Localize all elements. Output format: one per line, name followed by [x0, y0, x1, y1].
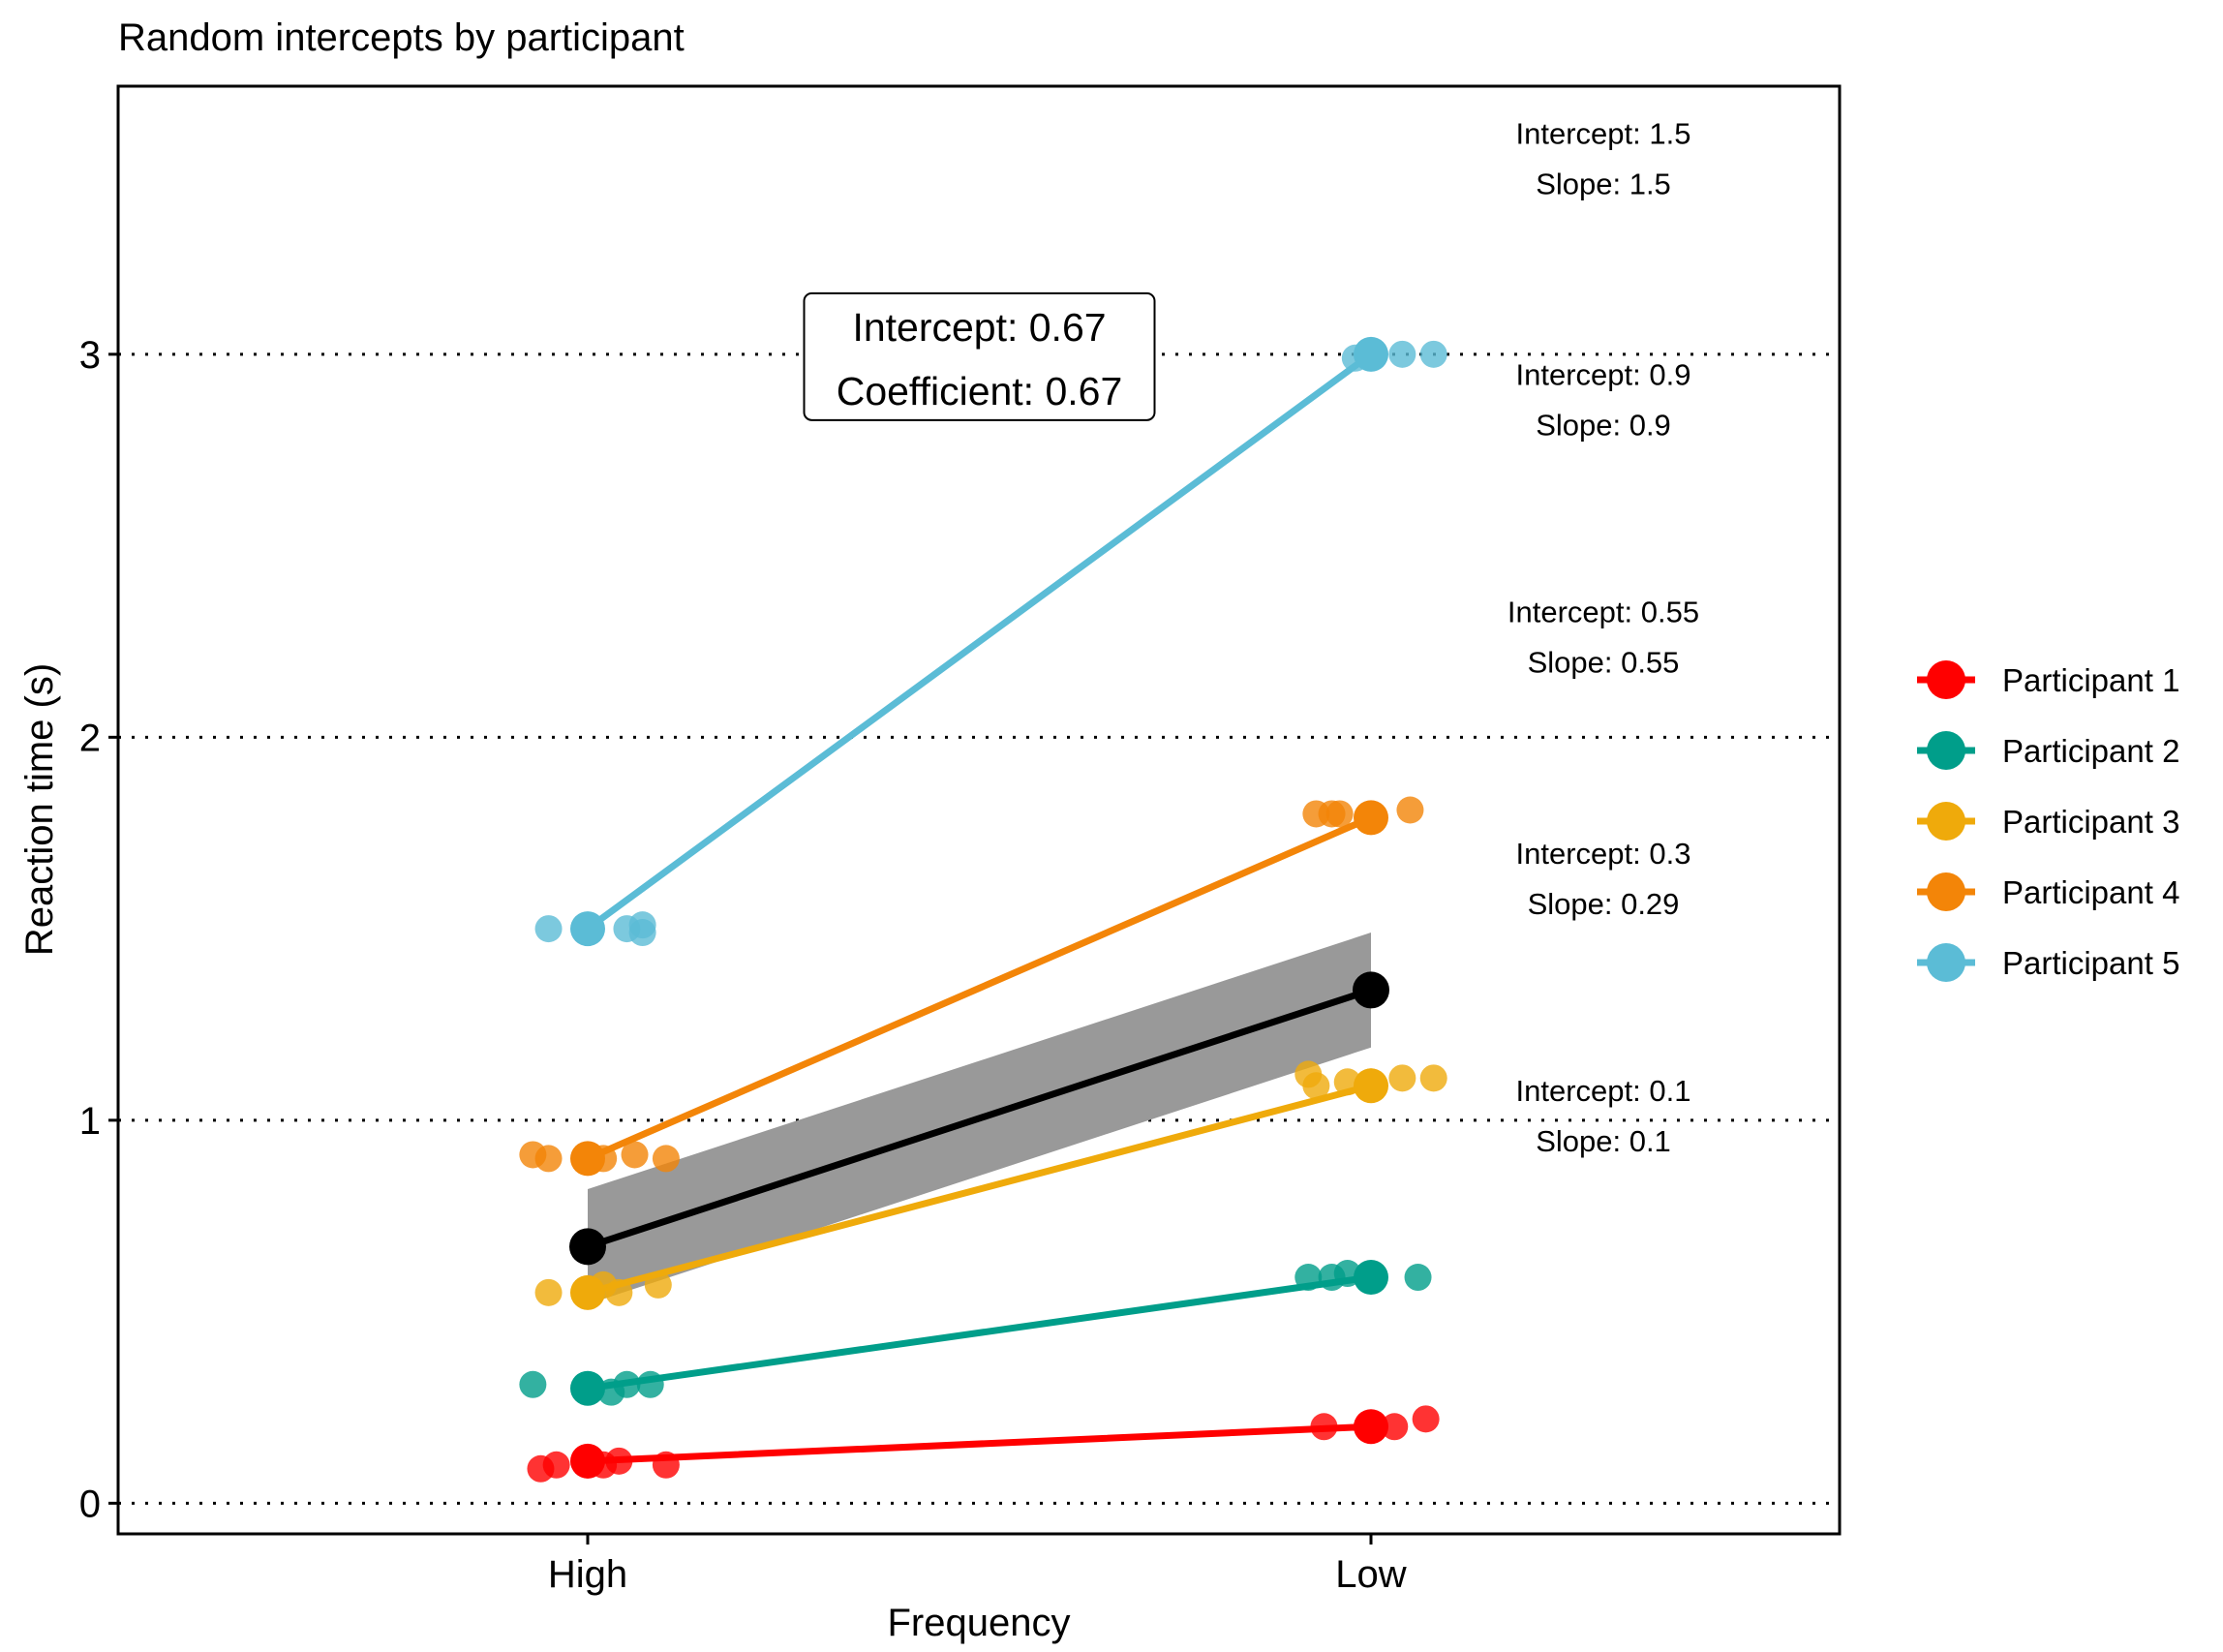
participant-1-line: [584, 1423, 1375, 1465]
participant-3-mean-low: [1354, 1068, 1388, 1104]
participant-2-point-4: [613, 1370, 641, 1398]
legend-item-1-label: Participant 1: [2002, 662, 2179, 698]
participant-3-point-4: [605, 1278, 633, 1306]
fixed-effect: [569, 971, 1389, 1266]
participant-1-point-5: [605, 1447, 633, 1475]
participant-3-mean-high: [570, 1274, 605, 1310]
legend-item-4-label: Participant 4: [2002, 874, 2179, 910]
participant-1-point-2: [542, 1451, 570, 1479]
participant-3-point-11: [1419, 1064, 1447, 1092]
participant-4-mean-high: [570, 1141, 605, 1177]
chart-title: Random intercepts by participant: [118, 16, 685, 59]
participant-2-point-5: [636, 1370, 664, 1398]
x-axis: High Low: [548, 1534, 1407, 1596]
fixed-effect-point-low: [1353, 971, 1389, 1009]
participant-5-mean-high: [570, 911, 605, 947]
participant-2-mean-high: [570, 1370, 605, 1406]
participant-2-mean-low: [1354, 1260, 1388, 1296]
legend-item-4-dot: [1927, 872, 1965, 911]
x-axis-title: Frequency: [888, 1602, 1071, 1644]
participant-1-point-6: [652, 1451, 680, 1479]
label-box-coefficient: Coefficient: 0.67: [837, 369, 1123, 413]
legend-item-2-dot: [1927, 731, 1965, 770]
participant-1-mean-low: [1354, 1409, 1388, 1445]
label-box-intercept: Intercept: 0.67: [852, 305, 1106, 350]
participant-5-point-8: [1388, 340, 1416, 368]
participant-4-mean-low: [1354, 800, 1388, 836]
annotation-2-slope: Slope: 0.9: [1536, 408, 1671, 442]
participant-5-point-1: [534, 915, 563, 943]
participant-1-point-10: [1412, 1405, 1440, 1433]
participant-2-point-10: [1404, 1264, 1432, 1292]
y-tick-label-2: 2: [79, 717, 101, 759]
y-tick-label-1: 1: [79, 1100, 101, 1143]
participant-4-point-2: [534, 1145, 563, 1173]
participant-lines: [584, 351, 1375, 1465]
participant-4-point-9: [1325, 800, 1354, 828]
fixed-effect-point-high: [569, 1228, 606, 1266]
participant-3-point-5: [644, 1270, 672, 1299]
participant-4-line: [584, 813, 1375, 1162]
participant-3-point-7: [1302, 1072, 1330, 1100]
legend-item-5-label: Participant 5: [2002, 945, 2179, 981]
participant-5-point-5: [628, 911, 656, 939]
annotation-2-intercept: Intercept: 0.9: [1516, 357, 1691, 391]
x-tick-label-high: High: [548, 1553, 627, 1596]
annotation-5-slope: Slope: 0.1: [1536, 1124, 1671, 1158]
participant-5-mean-low: [1354, 336, 1388, 372]
grid-lines: [118, 352, 1840, 1505]
legend-item-1-dot: [1927, 660, 1965, 699]
y-axis-title: Reaction time (s): [18, 663, 61, 956]
participant-5-point-9: [1419, 340, 1447, 368]
participant-2-line: [584, 1273, 1375, 1392]
legend-item-3-dot: [1927, 802, 1965, 841]
participant-3-point-1: [534, 1278, 563, 1306]
y-tick-label-3: 3: [79, 334, 101, 377]
legend: Participant 1 Participant 2 Participant 3 P…: [1917, 660, 2179, 982]
fixed-effect-line: [586, 987, 1373, 1250]
plot-panel-border: [116, 84, 1842, 1536]
participant-1-mean-high: [570, 1443, 605, 1479]
label-box-frame: [803, 291, 1156, 421]
x-tick-label-low: Low: [1335, 1553, 1406, 1596]
participant-4-point-5: [621, 1141, 649, 1169]
legend-item-3-label: Participant 3: [2002, 804, 2179, 840]
y-tick-label-0: 0: [79, 1483, 101, 1525]
participant-1-point-7: [1310, 1413, 1338, 1441]
label-box: Intercept: 0.67 Coefficient: 0.67: [803, 291, 1156, 421]
annotation-1-intercept: Intercept: 1.5: [1516, 116, 1691, 150]
annotation-3-intercept: Intercept: 0.55: [1507, 596, 1699, 629]
annotation-4-intercept: Intercept: 0.3: [1516, 837, 1691, 871]
participant-2-point-6: [1294, 1264, 1323, 1292]
annotation-3-slope: Slope: 0.55: [1528, 646, 1680, 680]
annotations: Intercept: 1.5 Slope: 1.5 Intercept: 0.9 Sl…: [1507, 116, 1699, 1158]
y-axis: 0 1 2 3: [79, 334, 118, 1525]
annotation-1-slope: Slope: 1.5: [1536, 167, 1671, 200]
participant-5-line: [584, 351, 1375, 933]
participant-4-point-6: [652, 1145, 680, 1173]
annotation-4-slope: Slope: 0.29: [1528, 887, 1680, 921]
participant-3-point-10: [1388, 1064, 1416, 1092]
participant-3-line: [584, 1082, 1375, 1297]
legend-item-5-dot: [1927, 943, 1965, 982]
participant-2-point-1: [519, 1370, 547, 1398]
legend-item-2-label: Participant 2: [2002, 733, 2179, 769]
annotation-5-intercept: Intercept: 0.1: [1516, 1074, 1691, 1108]
participant-4-point-11: [1396, 796, 1424, 824]
participant-1-point-9: [1381, 1413, 1409, 1441]
participant-points: [519, 336, 1447, 1483]
